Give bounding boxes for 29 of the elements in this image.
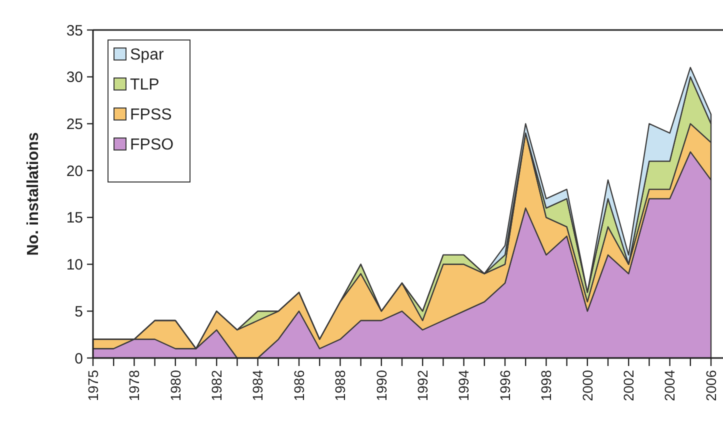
y-tick-label: 0 [74,350,83,368]
y-axis-title: No. installations [25,132,42,256]
y-tick-label: 5 [74,303,83,320]
legend-label: FPSO [130,136,174,154]
x-tick-label: 1990 [373,370,390,402]
x-tick-label: 1992 [414,370,430,402]
x-tick-label: 1998 [538,370,554,402]
x-tick-label: 1996 [496,370,513,402]
legend-label: TLP [130,76,160,94]
x-tick-label: 2006 [702,370,719,402]
x-tick-label: 1994 [456,370,472,402]
y-tick-label: 10 [66,256,83,274]
x-tick-label: 2002 [620,370,636,402]
y-tick-label: 15 [66,210,83,227]
x-tick-label: 2000 [579,370,596,402]
x-tick-label: 1982 [208,370,224,402]
y-tick-label: 20 [66,162,83,180]
y-tick-label: 35 [66,22,83,40]
x-tick-label: 1986 [290,370,307,402]
y-tick-label: 25 [66,116,83,133]
x-tick-label: 1984 [250,370,266,402]
x-tick-label: 1975 [84,370,101,402]
x-tick-label: 1980 [167,370,184,402]
x-tick-label: 1978 [126,370,142,402]
x-tick-label: 2004 [662,370,678,402]
legend-label: FPSS [130,106,172,124]
y-tick-label: 30 [66,69,83,86]
legend-label: Spar [130,46,164,64]
x-tick-label: 1988 [332,370,348,402]
